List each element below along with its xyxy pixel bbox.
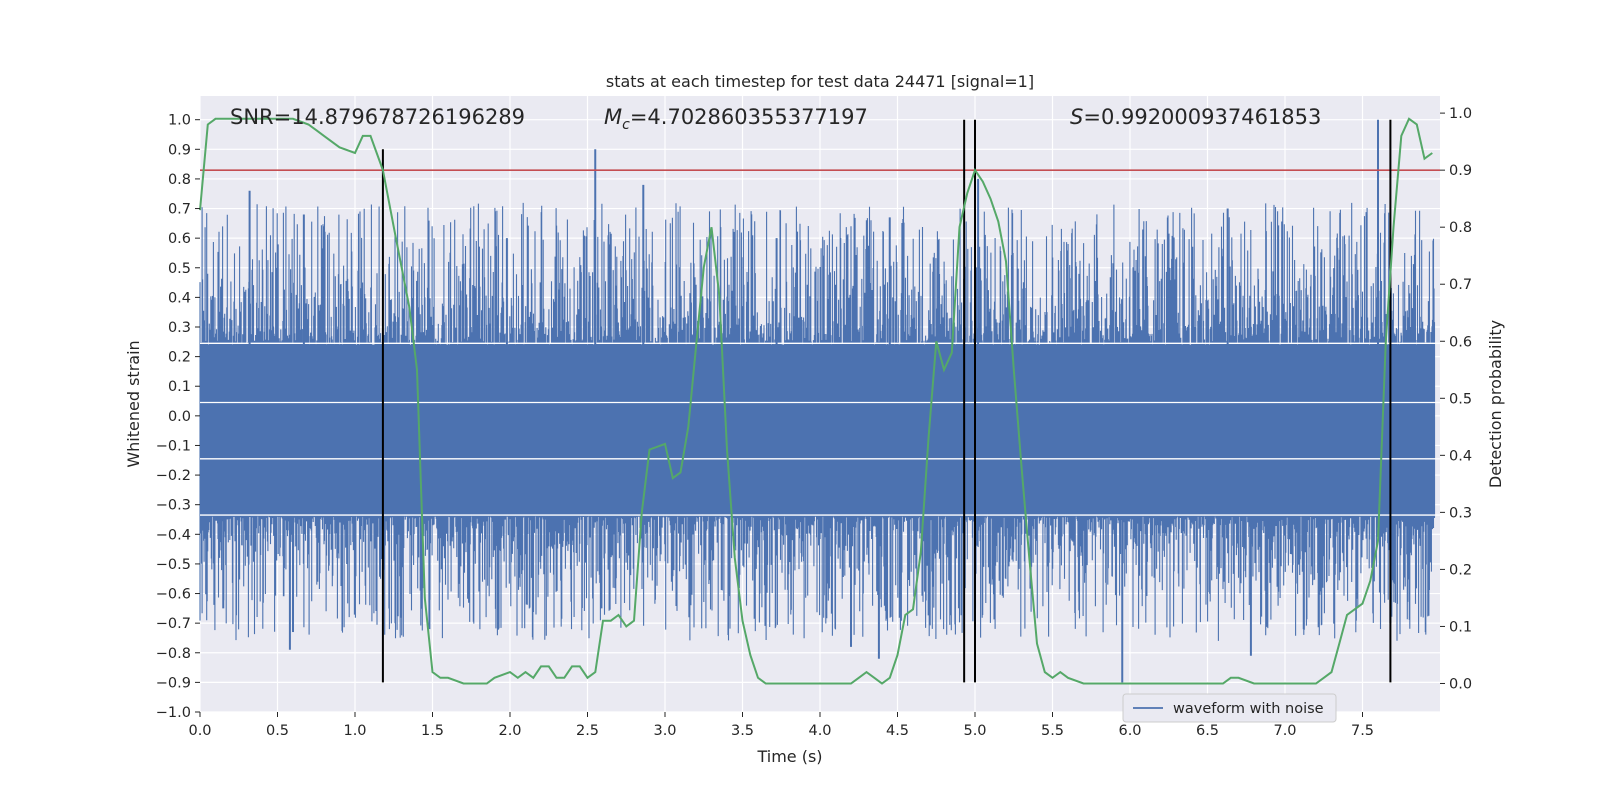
y-tick-label: −1.0 (156, 705, 191, 721)
y-tick-label: 0.5 (168, 261, 191, 277)
y-tick-label: 0.9 (168, 142, 191, 158)
x-tick-label: 7.5 (1351, 723, 1374, 739)
x-tick-label: 7.0 (1273, 723, 1296, 739)
x-tick-label: 5.0 (963, 723, 986, 739)
s-symbol: S (1070, 105, 1083, 129)
y-tick-label: −0.1 (156, 438, 191, 454)
y-tick-label: −0.2 (156, 468, 191, 484)
y-tick-label: 0.3 (168, 320, 191, 336)
legend-box (1122, 693, 1337, 723)
x-axis-label: Time (s) (756, 747, 822, 766)
y-tick-label: −0.7 (156, 616, 191, 632)
y2-tick-label: 0.2 (1449, 562, 1472, 578)
y-tick-label: −0.3 (156, 498, 191, 514)
mc-symbol: M (604, 105, 622, 129)
y-tick-label: 0.0 (168, 409, 191, 425)
y-tick-label: −0.9 (156, 675, 191, 691)
y2-tick-label: 0.0 (1449, 676, 1472, 692)
waveform-series (199, 119, 1440, 683)
y-tick-label: 1.0 (168, 113, 191, 129)
x-tick-label: 5.5 (1041, 723, 1064, 739)
waveform-band (200, 344, 1436, 517)
s-annotation: S=0.992000937461853 (1070, 105, 1321, 129)
y-tick-label: −0.6 (156, 587, 191, 603)
y-tick-label: −0.8 (156, 646, 191, 662)
x-tick-label: 1.0 (343, 723, 366, 739)
y-tick-label: 0.1 (168, 379, 191, 395)
mc-value: =4.702860355377197 (630, 105, 868, 129)
y-tick-label: 0.8 (168, 172, 191, 188)
y2-tick-label: 0.6 (1449, 334, 1472, 350)
y2-tick-label: 0.8 (1449, 220, 1472, 236)
probability-line (199, 117, 1433, 685)
y2-axis-label: Detection probability (1486, 320, 1505, 488)
overlay-lines (200, 119, 1440, 683)
legend: waveform with noise (1122, 693, 1337, 723)
mc-annotation: Mc=4.702860355377197 (604, 105, 868, 133)
y2-tick-label: 0.4 (1449, 448, 1472, 464)
y-axis-label: Whitened strain (124, 340, 143, 467)
x-tick-label: 3.5 (731, 723, 754, 739)
y-axis-ticks: −1.0 −0.9 −0.8 −0.7 −0.6 −0.5 −0.4 −0.3 −0.2 −0.1… (156, 113, 200, 721)
x-axis-ticks: 0.0 0.5 1.0 1.5 2.0 2.5 3.0 3.5 4.0 4.5 5.0 5.5 6.0 6… (188, 712, 1374, 739)
x-tick-label: 4.0 (808, 723, 831, 739)
y2-tick-label: 0.7 (1449, 277, 1472, 293)
y2-tick-label: 1.0 (1449, 106, 1472, 122)
y2-tick-label: 0.1 (1449, 619, 1472, 635)
x-tick-label: 6.0 (1118, 723, 1141, 739)
x-tick-label: 2.0 (498, 723, 521, 739)
y-tick-label: −0.5 (156, 557, 191, 573)
mc-subscript: c (622, 117, 630, 133)
y2-tick-label: 0.9 (1449, 163, 1472, 179)
x-tick-label: 3.0 (653, 723, 676, 739)
x-tick-label: 0.5 (266, 723, 289, 739)
x-tick-label: 0.0 (188, 723, 211, 739)
x-tick-label: 2.5 (576, 723, 599, 739)
y2-tick-label: 0.5 (1449, 391, 1472, 407)
legend-label: waveform with noise (1173, 701, 1324, 717)
x-tick-label: 4.5 (886, 723, 909, 739)
y-tick-label: 0.2 (168, 350, 191, 366)
y-tick-label: −0.4 (156, 527, 191, 543)
y-tick-label: 0.7 (168, 202, 191, 218)
x-tick-label: 6.5 (1196, 723, 1219, 739)
s-value: =0.992000937461853 (1083, 105, 1321, 129)
chart-title: stats at each timestep for test data 244… (606, 72, 1034, 91)
y-tick-label: 0.6 (168, 231, 191, 247)
y2-axis-ticks: 0.0 0.1 0.2 0.3 0.4 0.5 0.6 0.7 0.8 0.9 1.0 (1440, 106, 1472, 692)
y2-tick-label: 0.3 (1449, 505, 1472, 521)
snr-annotation: SNR=14.879678726196289 (230, 105, 525, 129)
x-tick-label: 1.5 (421, 723, 444, 739)
y-tick-label: 0.4 (168, 290, 191, 306)
probability-series (199, 117, 1433, 685)
